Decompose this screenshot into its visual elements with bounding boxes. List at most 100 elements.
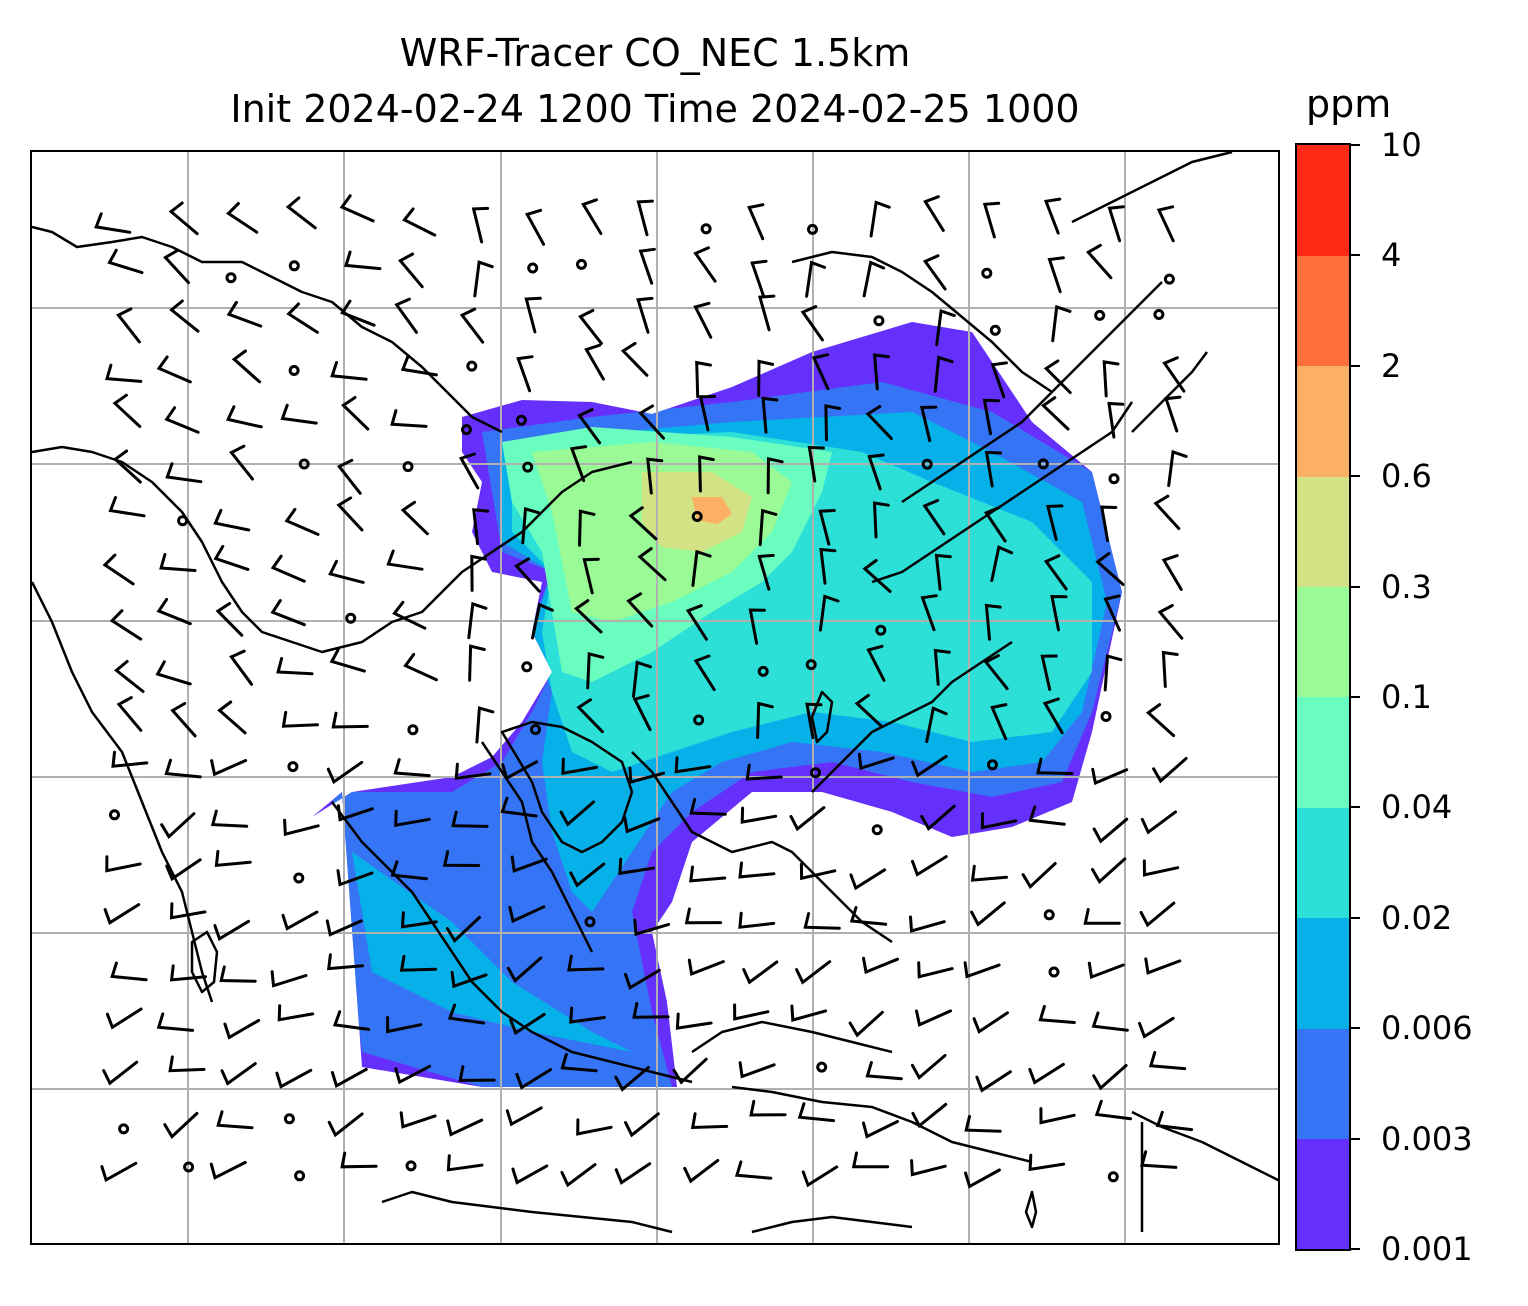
wind-barb [569,445,588,483]
wind-barb [687,958,725,976]
wind-barb [811,353,830,391]
wind-barb [1092,817,1129,844]
wind-barb [524,208,546,246]
wind-barb [213,919,251,942]
wind-barb [111,750,149,768]
wind-barb [459,307,485,344]
wind-barb [394,1064,432,1085]
wind-barb [277,1004,315,1022]
wind-barb [454,762,492,780]
wind-barb [220,1062,257,1086]
colorbar-tick [1351,1248,1360,1250]
calm-marker [816,1061,828,1073]
wind-barb [805,260,827,298]
wind-barb [1083,908,1121,925]
wind-barb [862,1120,899,1139]
wind-barb [685,604,708,641]
wind-barb [1153,494,1181,530]
wind-barb [797,1102,835,1123]
coastlines [32,152,1278,1234]
wind-barb [1138,1016,1175,1039]
wind-barb [1040,396,1070,431]
colorbar-tick [1351,1137,1360,1140]
wind-barb [286,302,319,334]
wind-barb [116,696,143,732]
calm-marker [757,665,769,677]
wind-barb [1148,1050,1187,1071]
wind-barb [910,1054,947,1080]
wind-barb [1095,552,1125,586]
wind-barb [689,865,727,883]
wind-barb [698,395,717,432]
colorbar-segment [1297,1138,1349,1250]
wind-barb [1157,604,1184,640]
wind-barb [865,405,893,440]
wind-barb [270,554,306,583]
wind-barb [515,1068,553,1090]
wind-barb [340,1151,378,1169]
colorbar-tick [1351,806,1360,809]
wind-barb [285,196,317,230]
wind-barb [983,654,1009,691]
wind-barb [925,706,948,744]
wind-barb [695,360,712,399]
wind-barb [672,1057,708,1085]
colorbar-tick-label: 0.003 [1381,1119,1473,1158]
wind-barb [231,349,262,384]
wind-barb [818,509,836,546]
calm-marker [1107,1171,1119,1183]
wind-barb [524,296,542,334]
wind-barb [470,554,487,592]
wind-barb [510,855,548,873]
wind-barb [1087,961,1125,980]
wind-barb [849,868,887,891]
wind-barb [618,857,655,876]
colorbar-tick-label: 0.02 [1381,898,1453,937]
wind-barb [1162,356,1186,393]
wind-barb [400,911,438,929]
calm-marker [1108,473,1120,485]
calm-marker [294,1170,306,1182]
colorbar-tick [1351,1027,1360,1030]
calm-wind-markers [109,223,1175,1183]
wind-barb [508,905,546,924]
wind-barb [757,553,775,591]
calm-marker [522,461,534,473]
wind-barb [325,919,363,937]
wind-barb [100,1161,138,1183]
wind-barb [560,1163,597,1188]
wind-barb [450,970,488,989]
wind-barb [344,250,382,271]
wind-barb [576,698,604,734]
wind-barb [1040,654,1058,691]
wind-barb [446,1118,484,1137]
wind-barb [397,252,424,289]
wind-barb [169,964,207,982]
wind-barb [1140,810,1177,835]
wind-barb [1043,197,1062,235]
wind-barb [214,850,252,868]
wind-barb [632,1002,670,1019]
wind-barb [330,1067,368,1089]
wind-barb [471,206,490,244]
calm-marker [873,315,885,327]
wind-barb [990,703,1008,741]
wind-barb [578,509,596,547]
wind-barb [402,207,437,237]
wind-barb [1102,360,1120,398]
calm-marker [576,258,587,270]
wind-barb [980,812,1018,830]
wind-barb [170,702,197,738]
wind-barb [1039,1107,1076,1125]
wind-barb [394,809,431,827]
wind-barb [675,1012,713,1030]
tracer-field [312,322,1122,1087]
wind-barb [740,806,778,824]
colorbar-tick [1351,364,1360,367]
wind-barb [818,594,840,632]
wind-barb [756,701,774,739]
wind-barbs [94,194,1194,1189]
wind-barb [1028,1062,1065,1085]
wind-barb [584,343,605,381]
calm-marker [405,1160,417,1172]
